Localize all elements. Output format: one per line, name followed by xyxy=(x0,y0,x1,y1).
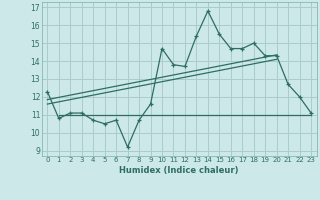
X-axis label: Humidex (Indice chaleur): Humidex (Indice chaleur) xyxy=(119,166,239,175)
